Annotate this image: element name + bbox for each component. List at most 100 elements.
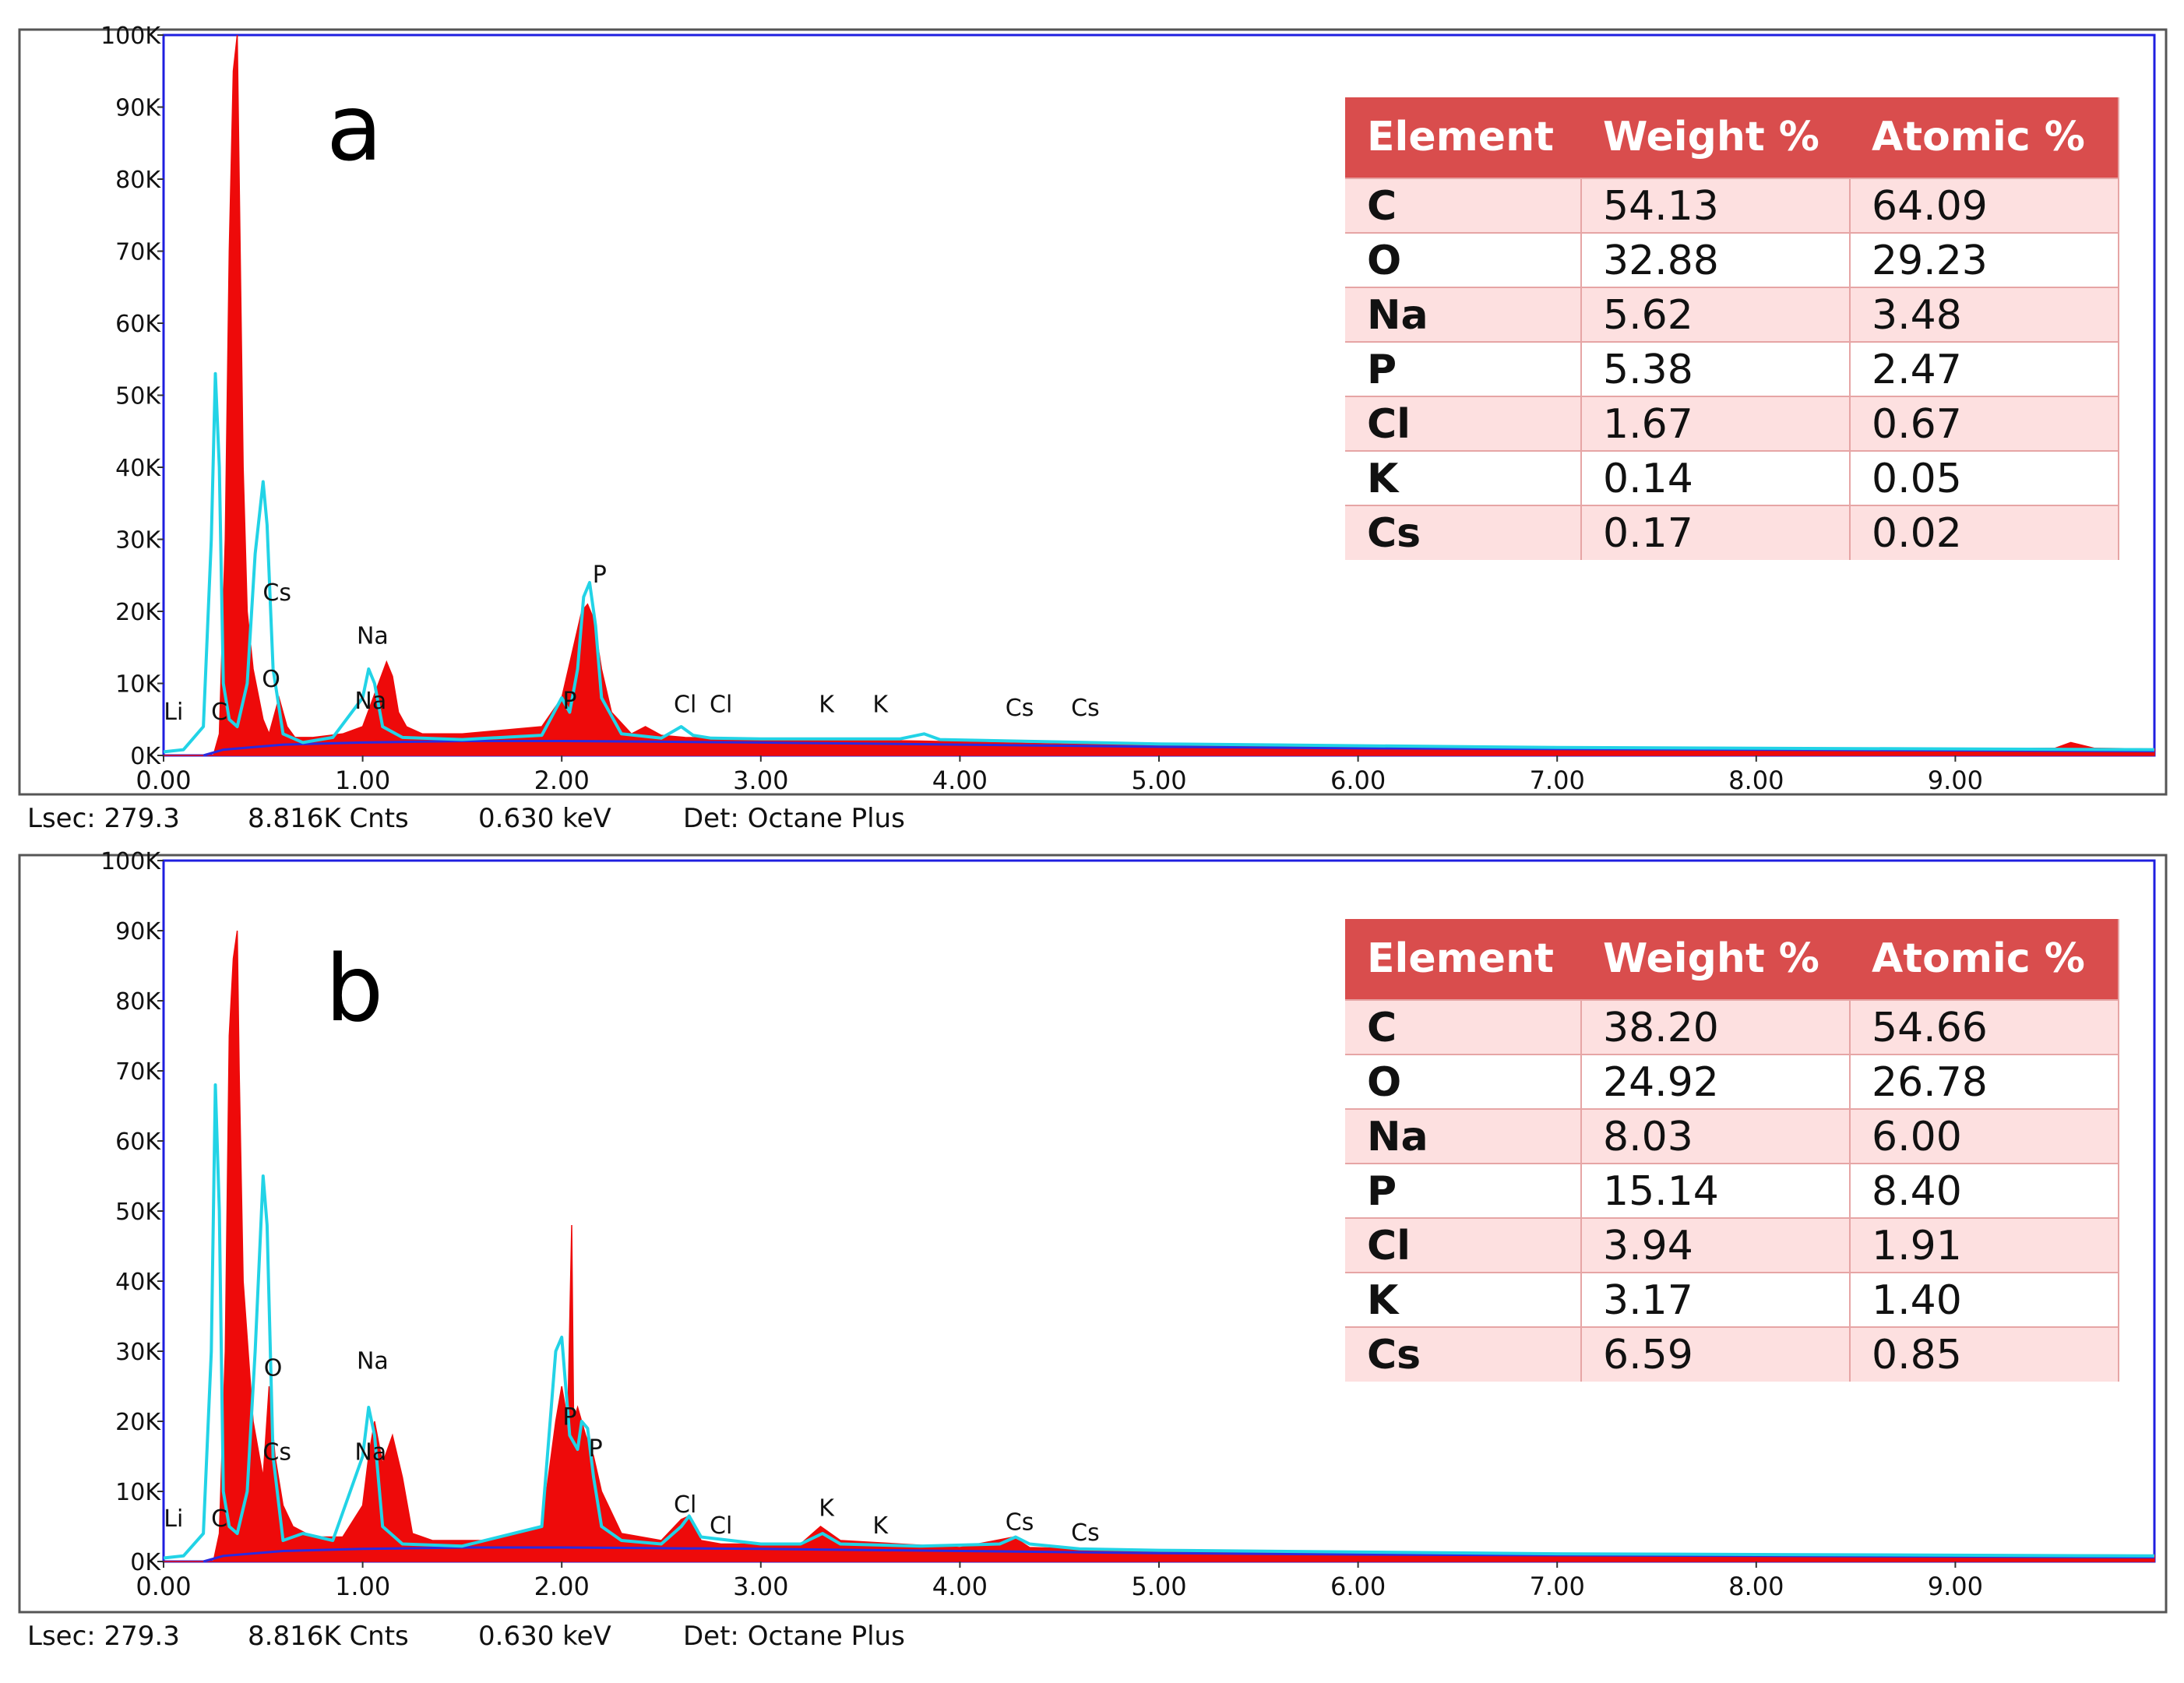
table-element-cell: P xyxy=(1367,347,1397,393)
peak-label: O xyxy=(264,1355,283,1382)
x-tick-label: 4.00 xyxy=(932,1572,988,1601)
table-header-bg xyxy=(1345,919,2119,1000)
x-tick-label: 8.00 xyxy=(1728,766,1784,795)
y-tick-label: 70K xyxy=(115,1058,161,1086)
y-tick-label: 80K xyxy=(115,988,161,1016)
y-tick-label: 60K xyxy=(115,311,161,338)
status-det: Det: Octane Plus xyxy=(683,803,905,834)
table-value-cell: 8.03 xyxy=(1603,1114,1693,1160)
y-tick-label: 80K xyxy=(115,167,161,194)
x-tick-label: 5.00 xyxy=(1131,1572,1186,1601)
peak-label: K xyxy=(819,692,835,719)
table-row xyxy=(1345,1164,2119,1218)
table-value-cell: 54.13 xyxy=(1603,183,1719,230)
table-value-cell: 32.88 xyxy=(1603,238,1719,284)
table-element-cell: P xyxy=(1367,1168,1397,1215)
eds-panel-b: 0K 10K 20K 30K 40K 50K 60K 70K 80K 90K 100K 0.00 1.0… xyxy=(18,848,2168,1652)
x-tick-label: 1.00 xyxy=(335,1572,390,1601)
y-tick-label: 90K xyxy=(115,918,161,945)
panel-letter: a xyxy=(326,74,382,181)
table-value-cell: 26.78 xyxy=(1872,1059,1988,1106)
table-row xyxy=(1345,451,2119,505)
table-row xyxy=(1345,1000,2119,1055)
peak-label: K xyxy=(872,692,889,719)
peak-label: Li xyxy=(164,699,183,726)
x-tick-label: 0.00 xyxy=(136,766,191,795)
peak-label: K xyxy=(872,1512,889,1540)
table-row xyxy=(1345,1218,2119,1273)
status-det: Det: Octane Plus xyxy=(683,1621,905,1652)
y-tick-label: 50K xyxy=(115,1199,161,1226)
x-tick-label: 3.00 xyxy=(733,1572,788,1601)
composition-table: Element Weight % Atomic % C 54.13 64.09 O 32.88… xyxy=(1345,97,2119,560)
x-tick-label: 9.00 xyxy=(1928,766,1983,795)
peak-label: P xyxy=(562,1404,576,1431)
table-value-cell: 0.14 xyxy=(1603,456,1693,502)
table-value-cell: 0.02 xyxy=(1872,510,1962,557)
table-row xyxy=(1345,396,2119,451)
peak-label: P xyxy=(593,562,607,589)
table-value-cell: 54.66 xyxy=(1872,1005,1988,1051)
table-element-cell: Cl xyxy=(1367,401,1411,448)
status-counts: 8.816K Cnts xyxy=(248,803,409,834)
table-header-cell: Element xyxy=(1367,114,1554,160)
table-value-cell: 15.14 xyxy=(1603,1168,1719,1215)
peak-label: Na xyxy=(357,623,389,650)
table-value-cell: 1.67 xyxy=(1603,401,1693,448)
peak-label: P xyxy=(562,688,576,715)
table-element-cell: C xyxy=(1367,1005,1397,1051)
x-tick-label: 0.00 xyxy=(136,1572,191,1601)
y-tick-label: 90K xyxy=(115,95,161,122)
peak-label: Cs xyxy=(1006,695,1034,722)
y-tick-label: 100K xyxy=(100,848,161,875)
peak-label: Cl xyxy=(674,692,696,719)
peak-label: Na xyxy=(354,1439,386,1466)
y-tick-label: 30K xyxy=(115,527,161,555)
status-counts: 8.816K Cnts xyxy=(248,1621,409,1652)
x-tick-label: 4.00 xyxy=(932,766,988,795)
peak-label: C xyxy=(211,699,227,726)
table-value-cell: 0.17 xyxy=(1603,510,1693,557)
panel-letter: b xyxy=(326,935,384,1042)
x-tick-label: 2.00 xyxy=(534,766,590,795)
table-row xyxy=(1345,233,2119,287)
x-tick-label: 5.00 xyxy=(1131,766,1186,795)
table-value-cell: 64.09 xyxy=(1872,183,1988,230)
y-tick-label: 100K xyxy=(100,23,161,50)
table-row xyxy=(1345,1273,2119,1327)
table-value-cell: 8.40 xyxy=(1872,1168,1962,1215)
table-element-cell: Na xyxy=(1367,1114,1428,1160)
x-tick-label: 7.00 xyxy=(1530,766,1585,795)
table-value-cell: 1.91 xyxy=(1872,1223,1962,1269)
table-row xyxy=(1345,178,2119,233)
fit-series xyxy=(163,371,2155,754)
table-value-cell: 5.62 xyxy=(1603,292,1693,339)
spectrum-series xyxy=(164,34,2155,756)
status-kev: 0.630 keV xyxy=(478,1621,611,1652)
table-element-cell: O xyxy=(1367,238,1401,284)
table-value-cell: 0.85 xyxy=(1872,1332,1962,1378)
table-value-cell: 5.38 xyxy=(1603,347,1693,393)
table-header-cell: Weight % xyxy=(1603,935,1819,982)
peak-label: Cl xyxy=(710,692,732,719)
table-element-cell: O xyxy=(1367,1059,1401,1106)
table-value-cell: 3.48 xyxy=(1872,292,1962,339)
eds-panel-a: 0K 10K 20K 30K 40K 50K 60K 70K 80K 90K 100K 0.00 1.0… xyxy=(18,23,2168,834)
peak-label: Cs xyxy=(262,1439,291,1466)
table-row xyxy=(1345,1109,2119,1164)
table-value-cell: 6.59 xyxy=(1603,1332,1693,1378)
x-tick-label: 2.00 xyxy=(534,1572,590,1601)
peak-label: Na xyxy=(354,688,386,715)
y-tick-label: 20K xyxy=(115,599,161,626)
x-tick-label: 1.00 xyxy=(335,766,390,795)
table-header-cell: Weight % xyxy=(1603,114,1819,160)
y-tick-label: 0K xyxy=(130,1549,161,1576)
table-element-cell: Na xyxy=(1367,292,1428,339)
table-header-cell: Element xyxy=(1367,935,1554,982)
peak-label: C xyxy=(211,1505,227,1533)
table-header-bg xyxy=(1345,97,2119,178)
x-tick-label: 9.00 xyxy=(1928,1572,1983,1601)
peak-label: Cs xyxy=(1006,1509,1034,1537)
peak-label: Cl xyxy=(710,1512,732,1540)
background-series xyxy=(203,1546,2155,1563)
